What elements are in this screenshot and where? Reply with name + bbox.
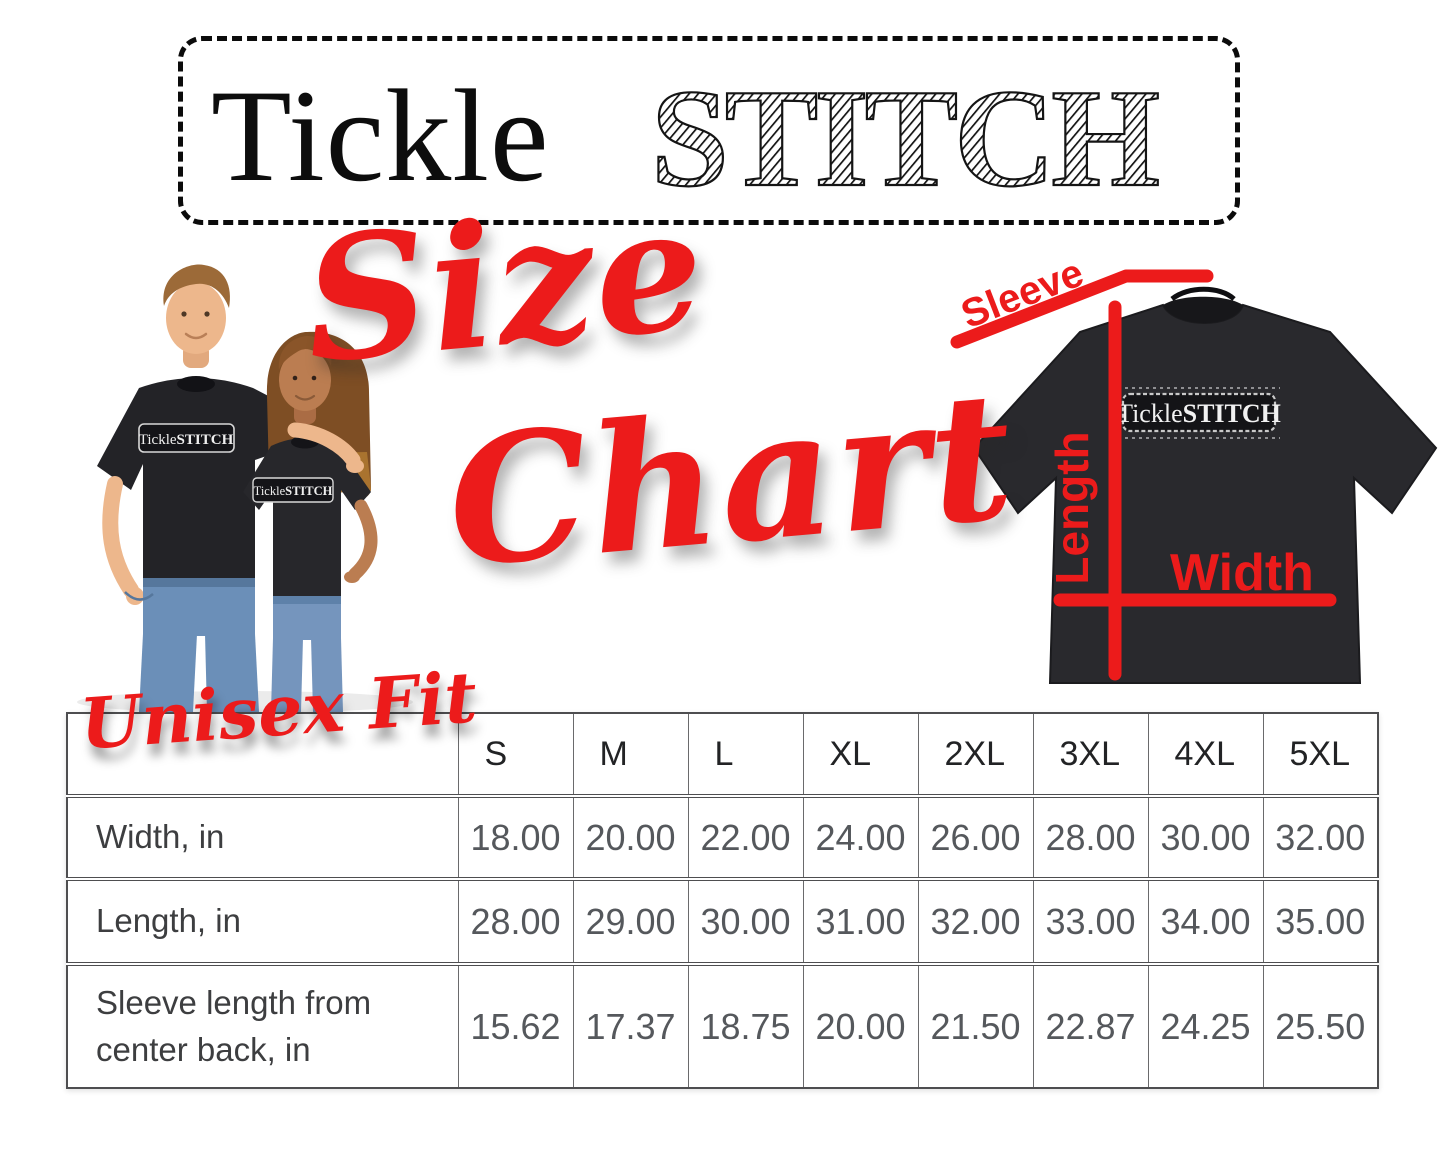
- row-label: Length, in: [66, 877, 459, 965]
- value-cell: 15.62: [457, 962, 574, 1089]
- value-cell: 33.00: [1032, 877, 1149, 965]
- size-column-header: 5XL: [1262, 712, 1379, 797]
- model-man: TickleSTITCH: [97, 264, 303, 712]
- value-cell: 30.00: [687, 877, 804, 965]
- value-cell: 20.00: [802, 962, 919, 1089]
- value-cell: 22.87: [1032, 962, 1149, 1089]
- row-label: Sleeve length from center back, in: [66, 962, 459, 1089]
- brand-wordmark: Tickle STITCH: [211, 59, 1163, 216]
- value-cell: 26.00: [917, 794, 1034, 880]
- value-cell: 30.00: [1147, 794, 1264, 880]
- table-row-length: Length, in 28.00 29.00 30.00 31.00 32.00…: [66, 877, 1379, 965]
- man-arm-around-shoulder: [287, 422, 364, 473]
- man-shirt-logo-text: TickleSTITCH: [139, 432, 234, 448]
- tee-shape: [972, 286, 1438, 684]
- sleeve-measure-line: [950, 269, 1214, 349]
- value-cell: 34.00: [1147, 877, 1264, 965]
- tshirt-measurement-diagram: TickleSTITCH Sleeve Length Width: [950, 251, 1438, 684]
- size-column-header: 2XL: [917, 712, 1034, 797]
- value-cell: 22.00: [687, 794, 804, 880]
- row-label: Width, in: [66, 794, 459, 880]
- size-chart-table: S M L XL 2XL 3XL 4XL 5XL Width, in 18.00…: [66, 712, 1379, 1089]
- woman-shirt-logo-patch: [252, 477, 334, 503]
- value-cell: 24.25: [1147, 962, 1264, 1089]
- value-cell: 29.00: [572, 877, 689, 965]
- size-table-wrap: S M L XL 2XL 3XL 4XL 5XL Width, in 18.00…: [66, 712, 1379, 1089]
- size-column-header: L: [687, 712, 804, 797]
- value-cell: 25.50: [1262, 962, 1379, 1089]
- title-word-size: Size: [297, 167, 714, 403]
- value-cell: 18.00: [457, 794, 574, 880]
- man-shirt-logo-patch: [138, 423, 235, 453]
- table-row-width: Width, in 18.00 20.00 22.00 24.00 26.00 …: [66, 794, 1379, 880]
- length-label: Length: [1046, 431, 1098, 584]
- tee-patch-logo-text: TickleSTITCH: [1117, 399, 1281, 428]
- width-label: Width: [1170, 544, 1314, 602]
- brand-name-stitch-part: STITCH: [651, 61, 1158, 216]
- title-word-chart: Chart: [440, 351, 1023, 608]
- model-woman: TickleSTITCH: [243, 331, 378, 712]
- value-cell: 32.00: [1262, 794, 1379, 880]
- size-column-header: 4XL: [1147, 712, 1264, 797]
- brand-name-serif-part: Tickle: [211, 62, 550, 209]
- value-cell: 21.50: [917, 962, 1034, 1089]
- value-cell: 31.00: [802, 877, 919, 965]
- value-cell: 17.37: [572, 962, 689, 1089]
- table-row-sleeve: Sleeve length from center back, in 15.62…: [66, 962, 1379, 1089]
- value-cell: 18.75: [687, 962, 804, 1089]
- value-cell: 28.00: [457, 877, 574, 965]
- value-cell: 35.00: [1262, 877, 1379, 965]
- brand-logo-box: Tickle STITCH: [178, 36, 1240, 225]
- value-cell: 32.00: [917, 877, 1034, 965]
- header-row: S M L XL 2XL 3XL 4XL 5XL: [66, 712, 1379, 797]
- sleeve-label: Sleeve: [955, 251, 1089, 338]
- models-photo: TickleSTITCH TickleSTITCH: [77, 264, 413, 712]
- size-column-header: M: [572, 712, 689, 797]
- woman-shirt-logo-text: TickleSTITCH: [254, 484, 333, 498]
- value-cell: 28.00: [1032, 794, 1149, 880]
- size-column-header: 3XL: [1032, 712, 1149, 797]
- tee-chest-logo-patch: TickleSTITCH: [1117, 387, 1281, 439]
- value-cell: 24.00: [802, 794, 919, 880]
- size-column-header: XL: [802, 712, 919, 797]
- value-cell: 20.00: [572, 794, 689, 880]
- size-column-header: S: [457, 712, 574, 797]
